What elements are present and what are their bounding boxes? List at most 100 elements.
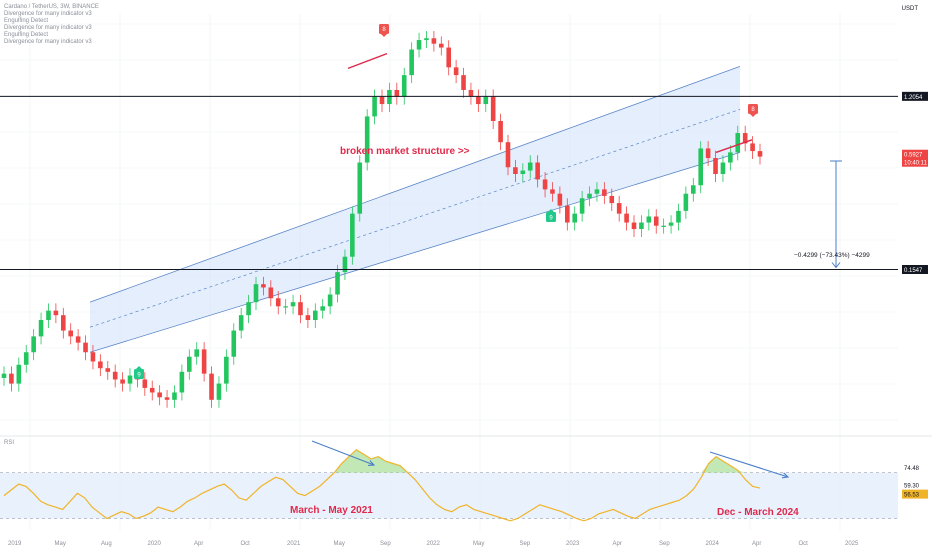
candle [728, 152, 733, 163]
candle [468, 89, 474, 97]
legend-item[interactable]: Engulfing Detect [4, 32, 49, 38]
candle [186, 356, 192, 372]
candle [438, 43, 444, 48]
candle [609, 195, 615, 204]
signal-marker: 8 [379, 24, 389, 37]
candle [268, 287, 274, 299]
grid [0, 14, 898, 530]
symbol-title: Cardano / TetherUS, 3W, BINANCE [4, 4, 99, 10]
structure-annotation: broken market structure >> [340, 146, 470, 157]
candle [283, 306, 288, 308]
candle [564, 205, 570, 223]
candle [46, 310, 51, 321]
channel-upper [89, 65, 741, 303]
legend-item[interactable]: Divergence for many indicator v3 [4, 25, 92, 31]
regression-channel [89, 65, 741, 353]
price-label-current-bg [902, 149, 928, 159]
legend-item[interactable]: Divergence for many indicator v3 [4, 39, 92, 45]
candle [490, 96, 496, 121]
legend-item[interactable]: Divergence for many indicator v3 [4, 11, 92, 17]
signal-marker: 8 [748, 104, 758, 117]
marker-body [748, 104, 758, 114]
legend-item[interactable]: Engulfing Detect [4, 18, 49, 24]
candle [513, 167, 518, 175]
candle [342, 256, 348, 273]
candle [38, 320, 44, 337]
candle [238, 315, 244, 331]
rsi-label-mid-bg [902, 480, 928, 490]
axes: 1.2054 0.1547 0.5927 10:40:11 74.48 59.30 56.5… [8, 91, 928, 547]
rsi-label-mid: 59.30 [904, 483, 920, 489]
time-tick-label: 2023 [566, 541, 580, 547]
candle [690, 185, 696, 194]
marker-label: 9 [549, 216, 553, 222]
candle [557, 193, 563, 206]
candle [312, 310, 318, 321]
signal-marker: 9 [546, 209, 556, 222]
time-tick-label: 2025 [845, 541, 859, 547]
marker-tip [548, 209, 554, 212]
candle [653, 216, 659, 226]
candle [90, 352, 96, 362]
time-tick-label: 2019 [8, 541, 22, 547]
candle [416, 40, 422, 50]
candle [261, 284, 266, 288]
time-tick-label: Apr [613, 541, 622, 547]
candle [142, 379, 148, 388]
rsi-arrowhead [781, 472, 790, 479]
candle [320, 306, 326, 311]
rsi-label-current-bg [902, 489, 928, 499]
candle [387, 89, 392, 105]
marker-tip [136, 366, 142, 369]
time-tick-label: Sep [520, 541, 531, 547]
marker-label: 8 [382, 27, 386, 33]
candle [372, 96, 377, 117]
marker-body [379, 24, 389, 34]
candle [498, 120, 503, 143]
candle [624, 213, 629, 223]
rsi-panel [0, 435, 932, 522]
time-tick-label: 2022 [427, 541, 441, 547]
divergence-line [347, 52, 388, 69]
candle [68, 330, 74, 337]
candle [112, 371, 118, 380]
candle [275, 298, 281, 307]
rsi-annotation-2024: Dec - March 2024 [717, 507, 799, 518]
channel-fill [90, 66, 740, 353]
time-tick-label: Apr [194, 541, 203, 547]
currency-unit[interactable]: USDT [901, 6, 918, 12]
candle [305, 315, 311, 321]
candle [602, 189, 607, 196]
candle [461, 75, 466, 90]
candle [23, 352, 29, 365]
price-label-support: 0.1547 [904, 268, 923, 274]
candle [379, 96, 385, 105]
candle [594, 189, 600, 194]
time-tick-label: Sep [659, 541, 670, 547]
candle [550, 189, 555, 194]
candle [53, 310, 59, 316]
price-label-current: 0.5927 [904, 153, 923, 159]
candle [520, 170, 526, 175]
signal-marker: 9 [134, 366, 144, 379]
time-tick-label: Oct [799, 541, 809, 547]
marker-tip [381, 34, 387, 37]
channel-lower [89, 152, 741, 353]
candle [98, 361, 103, 369]
rsi-label-upper: 74.48 [904, 466, 920, 472]
candle [290, 302, 296, 307]
time-tick-label: 2024 [706, 541, 720, 547]
candle [750, 143, 755, 152]
marker-body [546, 212, 556, 222]
candle [639, 222, 644, 230]
candle [16, 364, 22, 384]
time-tick-label: Oct [241, 541, 251, 547]
candle [350, 213, 355, 257]
candle [683, 193, 689, 211]
channel-mid [89, 109, 741, 328]
candle [401, 75, 407, 97]
candle [735, 133, 741, 153]
candle [127, 375, 133, 384]
candle [527, 162, 533, 171]
